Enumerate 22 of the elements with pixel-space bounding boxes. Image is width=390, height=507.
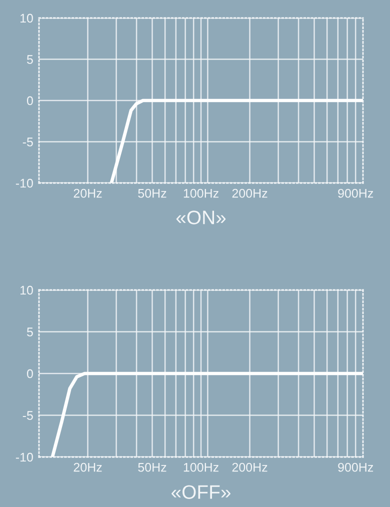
x-tick-label: 900Hz — [338, 188, 374, 198]
y-tick-label: 5 — [26, 328, 33, 336]
y-tick-label: -10 — [16, 178, 33, 188]
x-tick-label: 100Hz — [184, 462, 218, 472]
x-tick-label: 900Hz — [338, 462, 374, 472]
x-tick-label: 50Hz — [138, 188, 166, 198]
x-tick-label: 200Hz — [232, 188, 268, 198]
y-tick-label: -10 — [16, 452, 33, 462]
y-tick-label: -5 — [22, 411, 33, 420]
text: «ON» — [176, 210, 226, 224]
x-tick-label: 50Hz — [138, 462, 166, 472]
y-tick-label: 5 — [26, 55, 33, 64]
x-tick-label: 20Hz — [74, 462, 102, 472]
x-tick-label: 20Hz — [74, 188, 102, 198]
y-tick-label: 0 — [26, 369, 33, 378]
y-tick-label: 10 — [20, 14, 33, 23]
y-tick-label: 10 — [20, 286, 33, 295]
x-tick-label: 200Hz — [232, 462, 268, 472]
y-tick-label: 0 — [26, 96, 33, 106]
y-tick-label: -5 — [22, 138, 33, 146]
text: «OFF» — [172, 485, 230, 499]
x-tick-label: 100Hz — [184, 188, 218, 198]
